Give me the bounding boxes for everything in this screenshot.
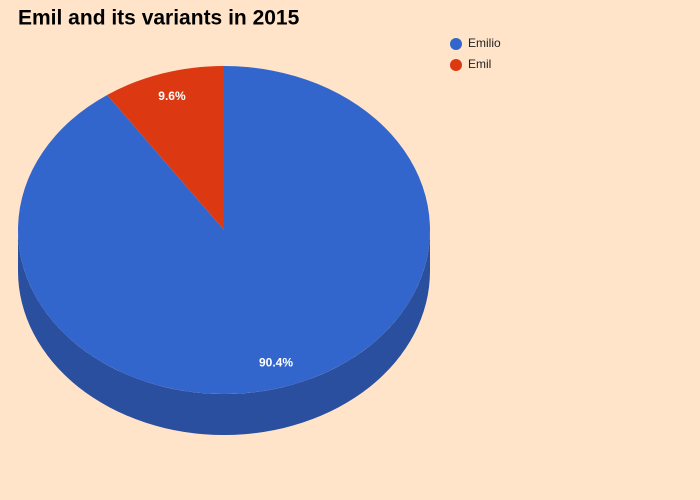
data-label: 90.4% xyxy=(259,355,293,369)
legend-marker xyxy=(450,59,462,71)
slice-side xyxy=(18,230,430,435)
data-label: 9.6% xyxy=(158,89,186,103)
legend-label: Emilio xyxy=(468,36,501,50)
legend-marker xyxy=(450,38,462,50)
slice xyxy=(107,66,224,230)
chart-title: Emil and its variants in 2015 xyxy=(18,7,300,30)
legend-label: Emil xyxy=(468,57,491,71)
slice xyxy=(18,66,430,394)
